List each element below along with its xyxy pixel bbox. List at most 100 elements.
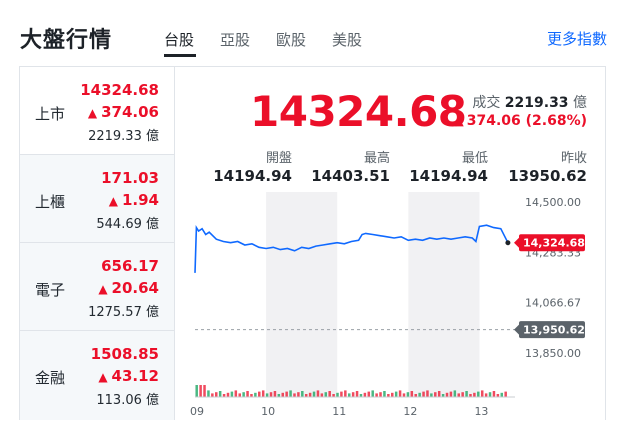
sidebar-item-volume: 1275.57 億	[88, 305, 159, 320]
x-tick-label: 13	[474, 405, 488, 418]
volume-bar	[308, 392, 312, 397]
volume-bar	[234, 390, 238, 397]
volume-label: 成交	[472, 95, 501, 111]
volume-bar	[402, 393, 406, 397]
up-triangle-icon: ▲	[87, 106, 98, 120]
y-tick-label: 13,850.00	[525, 347, 581, 360]
volume-bar	[281, 392, 284, 397]
volume-bar	[226, 392, 230, 397]
volume-bar	[211, 393, 214, 397]
stat-label: 最低	[461, 151, 488, 166]
stat-value: 13950.62	[508, 167, 587, 185]
volume-bar	[434, 392, 437, 397]
up-triangle-icon: ▲	[108, 194, 118, 208]
volume-bar	[222, 394, 226, 397]
index-change: ▲ 374.06 (2.68%)	[455, 113, 587, 129]
x-tick-label: 10	[261, 405, 275, 418]
x-tick-label: 11	[332, 405, 346, 418]
sidebar-item-otc[interactable]: 上櫃 171.03 ▲ 1.94 544.69 億	[20, 155, 174, 243]
tab-us[interactable]: 美股	[332, 31, 363, 49]
volume-bar	[250, 394, 253, 397]
y-tick-label: 14,500.00	[525, 196, 581, 209]
volume-bar	[258, 391, 261, 397]
page-title: 大盤行情	[20, 28, 113, 53]
volume-bar	[477, 391, 480, 397]
volume-bar	[465, 391, 468, 397]
sidebar-item-listed[interactable]: 上市 14324.68 ▲ 374.06 2219.33 億	[20, 67, 174, 155]
volume-bar	[441, 394, 445, 397]
stat-value: 14194.94	[409, 167, 488, 185]
volume-bar	[398, 390, 402, 397]
prev-close-label: 13,950.62	[523, 324, 585, 337]
hour-band	[266, 192, 338, 397]
sidebar-item-change: ▲ 20.64	[98, 279, 159, 297]
stat-label: 昨收	[560, 151, 587, 166]
volume-bar	[301, 391, 304, 397]
stat-prev-close: 昨收 13950.62	[497, 147, 587, 185]
more-indices-link[interactable]: 更多指數	[546, 30, 607, 48]
volume-bar	[406, 392, 410, 397]
prev-close-tag-arrow	[514, 324, 519, 335]
index-price: 14324.68	[250, 87, 467, 136]
volume-bar	[410, 391, 414, 397]
divider	[20, 154, 174, 155]
volume-bar	[480, 390, 484, 397]
divider	[20, 242, 174, 243]
intraday-chart[interactable]: 14,500.00 14,283.33 14,066.67 13,850.00 09 10…	[175, 192, 606, 421]
volume-bar	[269, 392, 273, 397]
sidebar-item-volume: 544.69 億	[96, 217, 159, 232]
sidebar-item-volume: 2219.33 億	[88, 129, 159, 144]
volume-bar	[496, 394, 500, 397]
volume-bar	[359, 394, 363, 397]
tab-asia[interactable]: 亞股	[220, 31, 251, 49]
up-triangle-icon: ▲	[455, 115, 464, 128]
current-price-tag	[519, 234, 585, 252]
volume-bar	[328, 391, 331, 397]
volume-bar	[375, 393, 378, 397]
volume-bar	[203, 385, 206, 397]
last-price-dot	[505, 240, 511, 246]
up-triangle-icon: ▲	[98, 370, 108, 384]
market-card: 上市 14324.68 ▲ 374.06 2219.33 億 上櫃 171.03 …	[19, 66, 606, 420]
volume-bar	[445, 392, 449, 397]
volume-bar	[297, 392, 300, 397]
volume-bar	[332, 394, 335, 397]
volume-bar	[484, 393, 488, 397]
volume-bar	[285, 391, 288, 397]
x-tick-label: 12	[403, 405, 417, 418]
divider	[20, 330, 174, 331]
tab-taiwan[interactable]: 台股	[164, 31, 195, 49]
sidebar-item-electronics[interactable]: 電子 656.17 ▲ 20.64 1275.57 億	[20, 243, 174, 331]
tab-europe[interactable]: 歐股	[276, 31, 307, 49]
volume-bar	[273, 391, 277, 397]
sidebar-item-price: 656.17	[101, 257, 159, 275]
sidebar-item-price: 1508.85	[90, 345, 159, 363]
sidebar-item-finance[interactable]: 金融 1508.85 ▲ 43.12 113.06 億	[20, 331, 174, 419]
volume-bar	[500, 392, 504, 397]
volume-bar	[473, 392, 476, 397]
sidebar-item-price: 14324.68	[80, 81, 159, 99]
x-tick-label: 09	[190, 405, 204, 418]
volume-bar	[391, 392, 394, 397]
hour-band	[408, 192, 480, 397]
volume-bar	[344, 390, 347, 397]
volume-bar	[449, 391, 453, 397]
volume-bar	[461, 392, 464, 397]
volume-bar	[230, 391, 234, 397]
volume-bar	[199, 385, 202, 397]
stat-label: 最高	[363, 151, 390, 166]
sidebar-item-price: 171.03	[101, 169, 159, 187]
volume-bar	[367, 391, 371, 397]
volume-bar	[242, 392, 245, 397]
volume-bar	[437, 391, 441, 397]
stat-open: 開盤 14194.94	[202, 147, 292, 185]
trade-volume: 成交 2219.33 億	[472, 92, 587, 112]
volume-bar	[414, 394, 417, 397]
volume-bar	[453, 390, 457, 397]
up-triangle-icon: ▲	[98, 282, 108, 296]
volume-bar	[246, 391, 249, 397]
volume-bar	[387, 394, 390, 397]
volume-bar	[383, 391, 386, 397]
volume-value: 2219.33	[504, 95, 569, 111]
volume-bar	[324, 392, 328, 397]
